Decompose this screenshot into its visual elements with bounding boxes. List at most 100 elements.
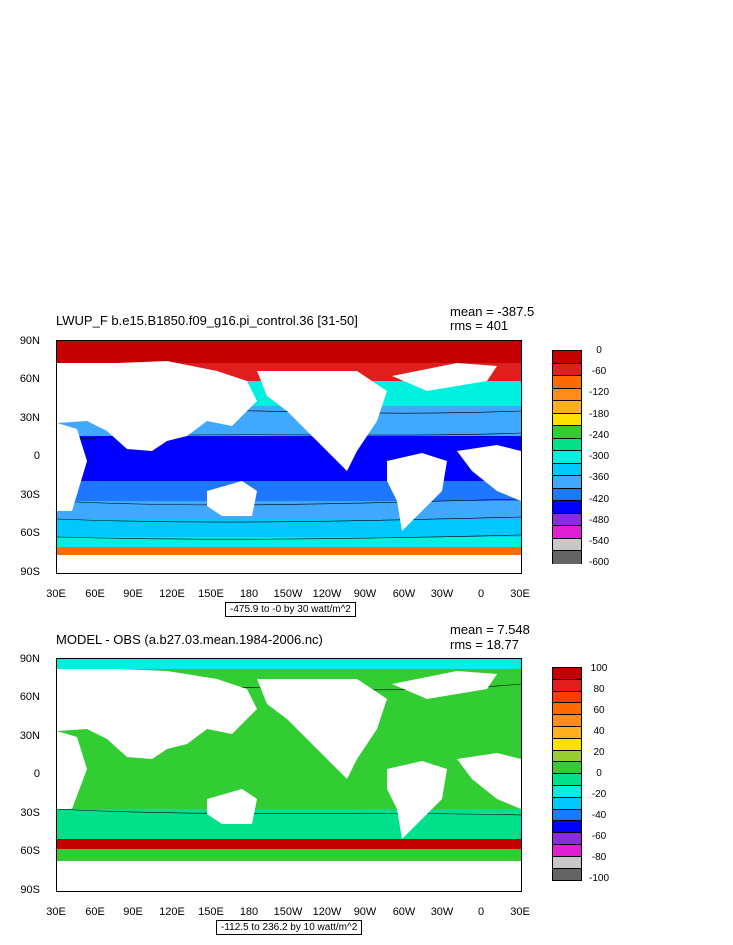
colorbar-swatch <box>553 703 581 716</box>
colorbar-swatch <box>553 463 581 476</box>
colorbar-swatch <box>553 726 581 739</box>
colorbar-swatch <box>553 868 581 881</box>
colorbar-label: -420 <box>588 494 609 505</box>
lat-label: 90N <box>19 653 40 665</box>
colorbar-swatch <box>553 426 581 439</box>
colorbar-swatch <box>553 762 581 775</box>
lon-label: 90W <box>353 906 377 918</box>
contour-info-box: -475.9 to -0 by 30 watt/m^2 <box>225 602 356 617</box>
colorbar-swatch <box>553 513 581 526</box>
colorbar-swatch <box>553 668 581 680</box>
map-plot <box>56 658 522 892</box>
lon-label: 30E <box>46 906 66 918</box>
lon-label: 30W <box>430 906 454 918</box>
colorbar-swatch <box>553 476 581 489</box>
colorbar-swatch <box>553 774 581 786</box>
lon-label: 30E <box>46 588 66 600</box>
colorbar-label: -480 <box>588 515 609 526</box>
colorbar-label: 80 <box>593 684 605 695</box>
lat-label: 60S <box>20 527 40 539</box>
colorbar-swatch <box>553 679 581 692</box>
lon-label: 60W <box>392 906 416 918</box>
lon-label: 60W <box>392 588 416 600</box>
colorbar-label: -540 <box>588 536 609 547</box>
lat-label: 90N <box>19 335 40 347</box>
contour-info-box: -112.5 to 236.2 by 10 watt/m^2 <box>216 920 363 935</box>
lon-label: 90E <box>123 906 143 918</box>
colorbar-swatch <box>553 388 581 401</box>
colorbar <box>552 667 582 881</box>
lon-label: 60E <box>85 588 105 600</box>
colorbar-label: -120 <box>588 387 609 398</box>
colorbar-label: -60 <box>591 366 607 377</box>
colorbar-swatch <box>553 401 581 414</box>
colorbar-swatch <box>553 538 581 551</box>
colorbar-swatch <box>553 750 581 763</box>
colorbar <box>552 350 582 564</box>
lon-label: 60E <box>85 906 105 918</box>
lon-label: 90E <box>123 588 143 600</box>
colorbar-swatch <box>553 809 581 822</box>
mean-value: mean = -387.5 <box>450 304 535 319</box>
lat-label: 30N <box>19 412 40 424</box>
colorbar-label: -60 <box>591 831 607 842</box>
lon-label: 30W <box>430 588 454 600</box>
lon-label: 120W <box>312 588 342 600</box>
lon-label: 120E <box>159 906 185 918</box>
colorbar-label: -180 <box>588 409 609 420</box>
lat-label: 0 <box>33 450 40 462</box>
mean-value: mean = 7.548 <box>450 622 530 637</box>
colorbar-label: 20 <box>593 747 605 758</box>
colorbar-label: -600 <box>588 557 609 568</box>
lon-label: 150W <box>273 906 303 918</box>
lon-label: 0 <box>477 906 485 918</box>
colorbar-swatch <box>553 551 581 564</box>
lat-label: 60N <box>19 691 40 703</box>
lon-label: 30E <box>510 588 530 600</box>
lon-label: 0 <box>477 588 485 600</box>
colorbar-swatch <box>553 413 581 426</box>
colorbar-label: -240 <box>588 430 609 441</box>
lon-label: 180 <box>239 906 259 918</box>
lat-label: 30S <box>20 489 40 501</box>
colorbar-swatch <box>553 438 581 451</box>
colorbar-swatch <box>553 738 581 751</box>
colorbar-swatch <box>553 351 581 364</box>
colorbar-swatch <box>553 363 581 376</box>
lon-label: 150E <box>198 906 224 918</box>
colorbar-label: -80 <box>591 852 607 863</box>
colorbar-label: 0 <box>596 768 602 779</box>
colorbar-label: -300 <box>588 451 609 462</box>
colorbar-label: 60 <box>593 705 605 716</box>
map-field <box>57 341 521 573</box>
colorbar-label: 40 <box>593 726 605 737</box>
colorbar-swatch <box>553 833 581 845</box>
lon-label: 30E <box>510 906 530 918</box>
colorbar-swatch <box>553 691 581 704</box>
rms-value: rms = 401 <box>450 318 509 333</box>
panel-lwup: LWUP_F b.e15.B1850.f09_g16.pi_control.36… <box>19 304 609 617</box>
lon-label: 150E <box>198 588 224 600</box>
colorbar-swatch <box>553 715 581 727</box>
colorbar-label: 0 <box>596 345 602 356</box>
colorbar-label: -100 <box>588 873 609 884</box>
lat-label: 30N <box>19 730 40 742</box>
rms-value: rms = 18.77 <box>450 637 520 652</box>
map-field <box>57 659 521 891</box>
colorbar-label: -20 <box>591 789 607 800</box>
lon-label: 90W <box>353 588 377 600</box>
colorbar-swatch <box>553 856 581 869</box>
lon-label: 120E <box>159 588 185 600</box>
lon-label: 180 <box>239 588 259 600</box>
colorbar-swatch <box>553 821 581 834</box>
panel-model-obs: MODEL - OBS (a.b27.03.mean.1984-2006.nc)… <box>0 620 733 945</box>
lon-label: 120W <box>312 906 342 918</box>
map-plot <box>56 340 522 574</box>
colorbar-label: -360 <box>588 472 609 483</box>
colorbar-swatch <box>553 797 581 810</box>
lat-label: 0 <box>33 768 40 780</box>
colorbar-swatch <box>553 451 581 464</box>
lon-label: 150W <box>273 588 303 600</box>
lat-label: 30S <box>20 807 40 819</box>
colorbar-label: -40 <box>591 810 607 821</box>
